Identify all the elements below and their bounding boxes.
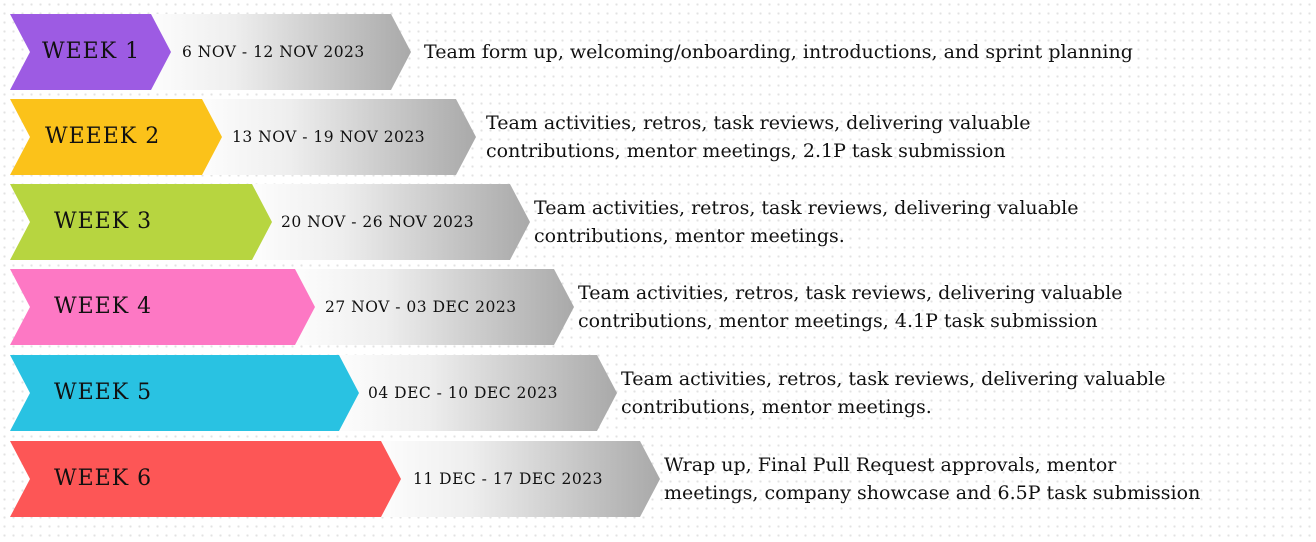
week-label: WEEK 3 bbox=[54, 209, 153, 234]
week-description: Team activities, retros, task reviews, d… bbox=[534, 184, 1078, 260]
date-range: 13 NOV - 19 NOV 2023 bbox=[232, 128, 426, 146]
week-chevron-shape bbox=[10, 99, 222, 175]
description-line: Team activities, retros, task reviews, d… bbox=[578, 282, 1123, 304]
week-chevron-shape bbox=[10, 441, 401, 517]
week-chevron bbox=[10, 441, 401, 517]
description-line: contributions, mentor meetings, 2.1P tas… bbox=[486, 140, 1006, 162]
week-row-6: WEEK 6 11 DEC - 17 DEC 2023 Wrap up, Fin… bbox=[0, 441, 1316, 517]
week-chevron bbox=[10, 269, 315, 345]
week-chevron bbox=[10, 14, 171, 90]
week-description: Team activities, retros, task reviews, d… bbox=[486, 99, 1030, 175]
description-line: meetings, company showcase and 6.5P task… bbox=[664, 482, 1201, 504]
week-row-1: WEEK 1 6 NOV - 12 NOV 2023 Team form up,… bbox=[0, 14, 1316, 90]
week-label: WEEK 6 bbox=[54, 466, 153, 491]
date-chevron bbox=[240, 184, 530, 260]
week-chevron bbox=[10, 184, 272, 260]
week-chevron bbox=[10, 99, 222, 175]
description-line: Wrap up, Final Pull Request approvals, m… bbox=[664, 454, 1117, 476]
description-line: Team activities, retros, task reviews, d… bbox=[534, 197, 1079, 219]
week-row-5: WEEK 5 04 DEC - 10 DEC 2023 Team activit… bbox=[0, 355, 1316, 431]
date-chevron-shape bbox=[283, 269, 574, 345]
date-chevron-shape bbox=[369, 441, 660, 517]
week-chevron-shape bbox=[10, 184, 272, 260]
date-chevron bbox=[327, 355, 617, 431]
week-chevron-shape bbox=[10, 14, 171, 90]
week-description: Team form up, welcoming/onboarding, intr… bbox=[424, 14, 1133, 90]
week-chevron-shape bbox=[10, 355, 359, 431]
date-range: 27 NOV - 03 DEC 2023 bbox=[325, 298, 517, 316]
week-label: WEEK 4 bbox=[54, 294, 153, 319]
date-chevron bbox=[139, 14, 411, 90]
week-label: WEEEK 2 bbox=[45, 124, 161, 149]
date-chevron-shape bbox=[240, 184, 530, 260]
date-chevron bbox=[190, 99, 476, 175]
week-description: Wrap up, Final Pull Request approvals, m… bbox=[664, 441, 1200, 517]
week-row-3: WEEK 3 20 NOV - 26 NOV 2023 Team activit… bbox=[0, 184, 1316, 260]
week-row-2: WEEEK 2 13 NOV - 19 NOV 2023 Team activi… bbox=[0, 99, 1316, 175]
date-chevron bbox=[283, 269, 574, 345]
date-range: 04 DEC - 10 DEC 2023 bbox=[368, 384, 558, 402]
week-description: Team activities, retros, task reviews, d… bbox=[621, 355, 1165, 431]
date-range: 20 NOV - 26 NOV 2023 bbox=[281, 213, 475, 231]
date-chevron-shape bbox=[190, 99, 476, 175]
description-line: contributions, mentor meetings, 4.1P tas… bbox=[578, 310, 1098, 332]
description-line: Team form up, welcoming/onboarding, intr… bbox=[424, 41, 1133, 63]
week-chevron bbox=[10, 355, 359, 431]
week-label: WEEK 1 bbox=[42, 39, 141, 64]
description-line: contributions, mentor meetings. bbox=[534, 225, 845, 247]
date-chevron bbox=[369, 441, 660, 517]
description-line: contributions, mentor meetings. bbox=[621, 396, 932, 418]
date-chevron-shape bbox=[139, 14, 411, 90]
description-line: Team activities, retros, task reviews, d… bbox=[621, 368, 1166, 390]
description-line: Team activities, retros, task reviews, d… bbox=[486, 112, 1031, 134]
week-chevron-shape bbox=[10, 269, 315, 345]
week-label: WEEK 5 bbox=[54, 380, 153, 405]
week-description: Team activities, retros, task reviews, d… bbox=[578, 269, 1122, 345]
date-range: 11 DEC - 17 DEC 2023 bbox=[413, 470, 603, 488]
date-chevron-shape bbox=[327, 355, 617, 431]
date-range: 6 NOV - 12 NOV 2023 bbox=[182, 43, 365, 61]
week-row-4: WEEK 4 27 NOV - 03 DEC 2023 Team activit… bbox=[0, 269, 1316, 345]
